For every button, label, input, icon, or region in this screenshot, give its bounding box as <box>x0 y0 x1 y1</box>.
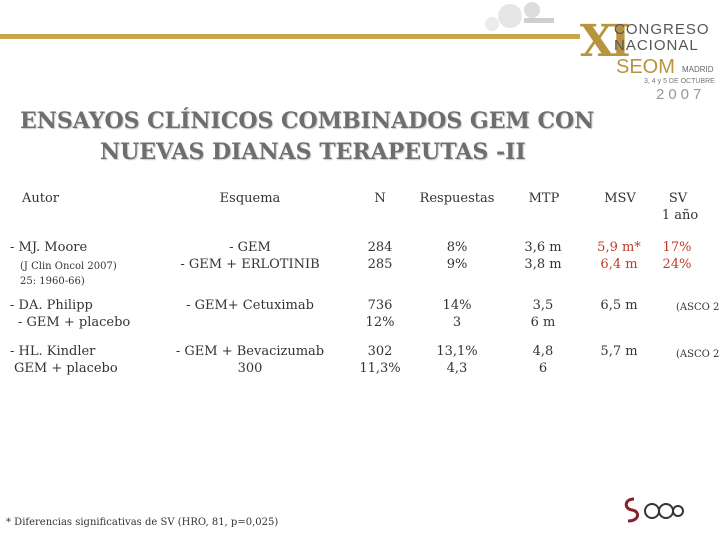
logo-city: MADRID <box>682 65 714 74</box>
row2-msv-1: 6,5 m <box>600 298 638 313</box>
table-row-2-autor: - DA. Philipp - GEM + placebo <box>10 297 130 331</box>
row3-n-1: 302 <box>367 344 393 359</box>
table-row-3-n: 302 11,3% <box>354 343 406 377</box>
table-row-1-resp: 8% 9% <box>412 239 502 273</box>
slide-title: ENSAYOS CLÍNICOS COMBINADOS GEM CON NUEV… <box>20 106 640 168</box>
row1-msv-1: 5,9 m* <box>597 240 641 255</box>
header-sv-sub: 1 año <box>661 208 699 223</box>
table-row-2-resp: 14% 3 <box>412 297 502 331</box>
table-row-3-resp: 13,1% 4,3 <box>412 343 502 377</box>
row1-n-2: 285 <box>367 257 393 272</box>
row2-mtp-1: 3,5 <box>532 298 554 313</box>
row2-esquema-1: - GEM+ Cetuximab <box>186 298 314 313</box>
row2-resp-2: 3 <box>452 315 462 330</box>
row1-ref2: 25: 1960-66) <box>20 276 85 287</box>
header-sv: SV 1 año <box>656 190 700 224</box>
logo-line2: NACIONAL <box>614 37 699 54</box>
row1-resp-2: 9% <box>446 257 468 272</box>
table-row-1-msv: 5,9 m* 6,4 m <box>586 239 652 273</box>
row3-sv-1: (ASCO 200 <box>676 349 720 360</box>
row1-mtp-2: 3,8 m <box>524 257 562 272</box>
row3-mtp-2: 6 <box>538 361 548 376</box>
table-row-2-n: 736 12% <box>360 297 400 331</box>
microscope-icon <box>485 2 554 31</box>
title-line1: ENSAYOS CLÍNICOS COMBINADOS GEM CON <box>20 108 595 134</box>
row2-n-1: 736 <box>367 298 393 313</box>
table-row-1-n: 284 285 <box>360 239 400 273</box>
row3-n-2: 11,3% <box>359 361 401 376</box>
header-esquema: Esquema <box>219 191 281 206</box>
row2-n-2: 12% <box>365 315 395 330</box>
congress-logo: XI CONGRESO NACIONAL SEOM MADRID 3, 4 y … <box>578 10 718 103</box>
row1-sv-2: 24% <box>662 257 692 272</box>
header-n: N <box>374 191 386 206</box>
row1-esquema-1: - GEM <box>229 240 271 255</box>
table-row-3-autor: - HL. Kindler GEM + placebo <box>10 343 118 377</box>
table-row-2-msv: 6,5 m <box>586 297 652 314</box>
table-row-2-sv: (ASCO 2 <box>676 299 719 316</box>
logo-org: SEOM <box>616 56 675 78</box>
header-respuestas: Respuestas <box>419 191 495 206</box>
row1-esquema-2: - GEM + ERLOTINIB <box>180 257 320 272</box>
footnote: * Diferencias significativas de SV (HRO,… <box>6 517 279 528</box>
row3-resp-1: 13,1% <box>436 344 478 359</box>
table-row-3-mtp: 4,8 6 <box>510 343 576 377</box>
logo-year: 2007 <box>656 86 706 103</box>
header-rule <box>0 34 580 39</box>
row2-autor-1: - DA. Philipp <box>10 298 93 313</box>
header-mtp: MTP <box>528 191 560 206</box>
table-row-1-sv: 17% 24% <box>654 239 700 273</box>
row1-resp-1: 8% <box>446 240 468 255</box>
row2-resp-1: 14% <box>442 298 472 313</box>
logo-congreso: CONGRESO NACIONAL <box>614 22 710 54</box>
seom-logo-icon <box>624 497 684 523</box>
table-row-3-msv: 5,7 m <box>586 343 652 360</box>
row1-msv-2: 6,4 m <box>600 257 638 272</box>
table-row-1-autor: - MJ. Moore (J Clin Oncol 2007) 25: 1960… <box>10 239 117 288</box>
row3-msv-1: 5,7 m <box>600 344 638 359</box>
row2-mtp-2: 6 m <box>530 315 556 330</box>
table-row-3-sv: (ASCO 200 <box>676 346 720 363</box>
logo-line1: CONGRESO <box>614 21 710 38</box>
table-row-3-esquema: - GEM + Bevacizumab 300 <box>160 343 340 377</box>
table-row-2-esquema: - GEM+ Cetuximab <box>160 297 340 314</box>
header-msv: MSV <box>604 191 636 206</box>
logo-roman: XI <box>580 16 631 67</box>
row3-esquema-2: 300 <box>237 361 263 376</box>
row1-mtp-1: 3,6 m <box>524 240 562 255</box>
logo-dates: 3, 4 y 5 DE OCTUBRE <box>644 78 715 85</box>
row2-sv-1: (ASCO 2 <box>676 302 720 313</box>
row3-esquema-1: - GEM + Bevacizumab <box>175 344 325 359</box>
row2-autor-2: - GEM + placebo <box>18 315 131 330</box>
row1-ref1: (J Clin Oncol 2007) <box>20 261 117 272</box>
header-sv-label: SV <box>668 191 688 206</box>
row3-mtp-1: 4,8 <box>532 344 554 359</box>
header-autor: Autor <box>22 191 60 206</box>
row1-autor: - MJ. Moore <box>10 240 88 255</box>
row3-autor-1: - HL. Kindler <box>10 344 96 359</box>
row1-n-1: 284 <box>367 240 393 255</box>
row3-resp-2: 4,3 <box>446 361 468 376</box>
table-row-1-mtp: 3,6 m 3,8 m <box>510 239 576 273</box>
row3-autor-2: GEM + placebo <box>14 361 118 376</box>
row1-sv-1: 17% <box>662 240 692 255</box>
table-row-2-mtp: 3,5 6 m <box>510 297 576 331</box>
table-row-1-esquema: - GEM - GEM + ERLOTINIB <box>160 239 340 273</box>
title-line2: NUEVAS DIANAS TERAPEUTAS -II <box>100 139 526 165</box>
